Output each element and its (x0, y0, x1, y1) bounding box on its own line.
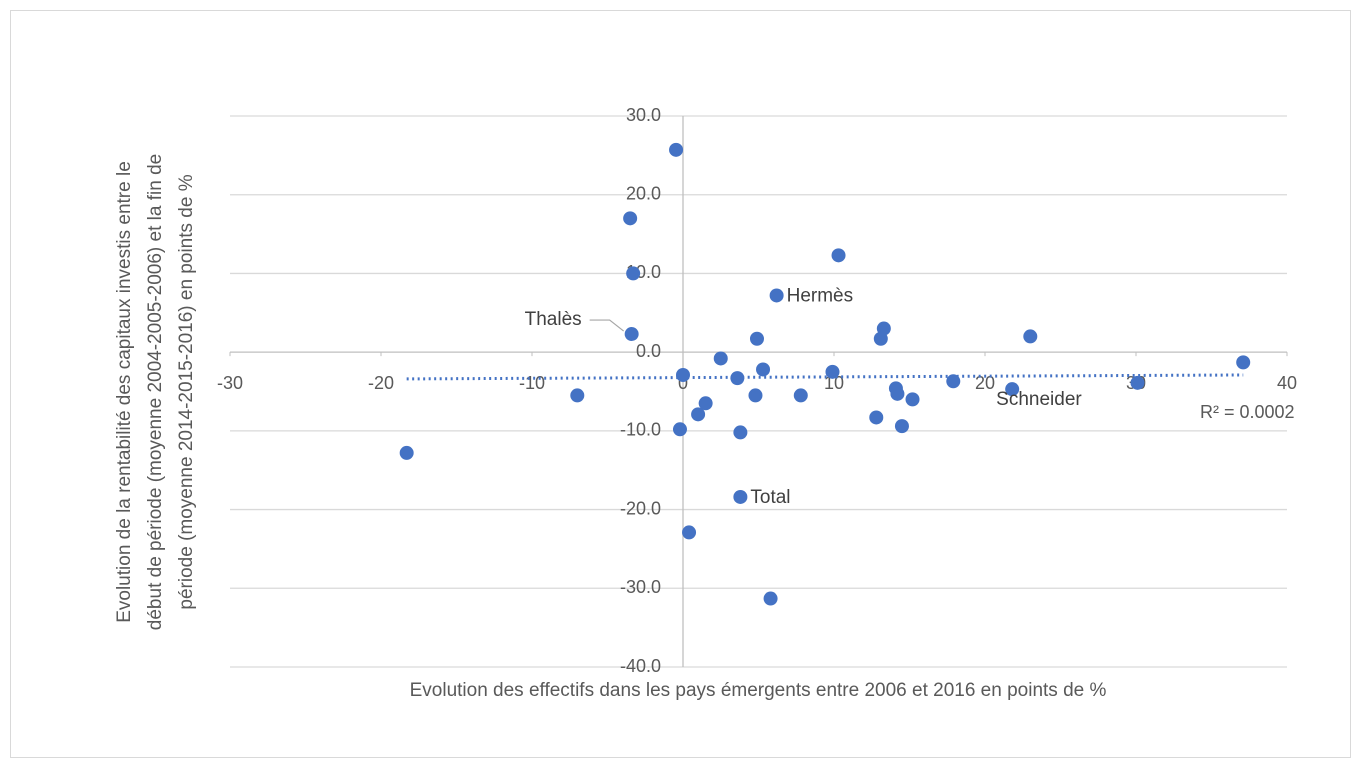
point (672, 422, 687, 437)
x-tick-label: 0 (678, 373, 688, 393)
point-label: Schneider (996, 389, 1082, 410)
point (570, 388, 585, 403)
y-axis-title: Evolution de la rentabilité des capitaux… (114, 161, 135, 623)
point-label: Hermès (787, 285, 854, 306)
y-tick-label: -30.0 (620, 577, 661, 597)
point (905, 392, 920, 407)
point (626, 266, 641, 281)
y-tick-label: 30.0 (626, 105, 661, 125)
point (763, 591, 778, 606)
point (733, 425, 748, 440)
y-axis-title: début de période (moyenne 2004-2005-2006… (145, 154, 166, 630)
trendline (406, 373, 1244, 381)
point (890, 386, 905, 401)
point (399, 445, 414, 460)
y-tick-label: 20.0 (626, 183, 661, 203)
y-tick-label: -20.0 (620, 498, 661, 518)
point (623, 211, 638, 226)
point (669, 142, 684, 157)
point (825, 364, 840, 379)
point (831, 248, 846, 263)
point (1236, 355, 1251, 370)
point-label: Total (750, 487, 790, 508)
point (698, 396, 713, 411)
point (946, 374, 961, 389)
point (1005, 382, 1020, 397)
point (624, 327, 639, 342)
point (876, 321, 891, 336)
point (1023, 329, 1038, 344)
y-axis-title: période (moyenne 2014-2015-2016) en poin… (176, 174, 197, 609)
point (894, 419, 909, 434)
point-label: Thalès (525, 309, 582, 330)
point (869, 410, 884, 425)
x-axis-title: Evolution des effectifs dans les pays ém… (410, 680, 1107, 701)
point (682, 525, 697, 540)
x-tick-label: -20 (368, 373, 394, 393)
x-tick-label: -10 (519, 373, 545, 393)
point (733, 489, 748, 504)
point (676, 367, 690, 382)
chart-frame (10, 10, 1351, 758)
point (691, 407, 706, 422)
y-tick-label: -10.0 (620, 420, 661, 440)
y-tick-label: -40.0 (620, 656, 661, 676)
x-tick-label: 20 (975, 373, 995, 393)
x-tick-label: 10 (824, 373, 844, 393)
point (730, 371, 745, 386)
point (756, 362, 771, 377)
r-squared: R² = 0.0002 (1200, 402, 1295, 422)
point (749, 331, 764, 346)
point (748, 388, 763, 403)
point (1130, 375, 1145, 390)
y-tick-label: 0.0 (636, 341, 661, 361)
x-tick-label: -30 (217, 373, 243, 393)
leader-line (589, 319, 625, 332)
x-tick-label: 40 (1277, 373, 1297, 393)
point (769, 288, 784, 303)
point (793, 388, 808, 403)
point (713, 351, 728, 366)
